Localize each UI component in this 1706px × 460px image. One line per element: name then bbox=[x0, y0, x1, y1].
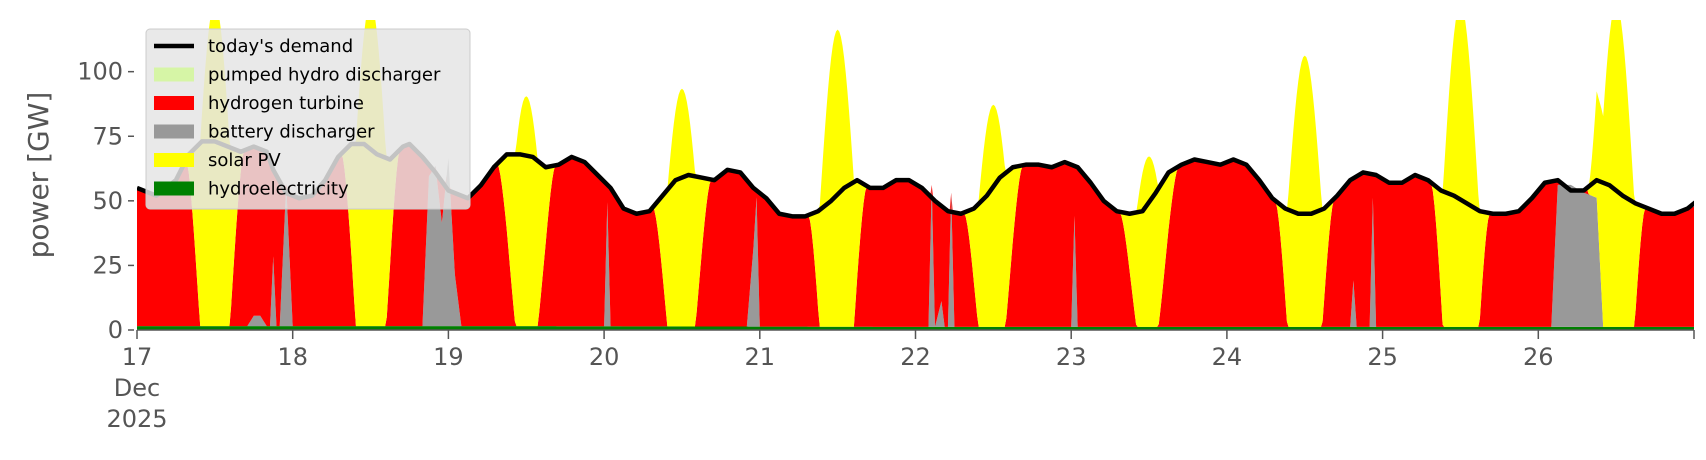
x-tick-sublabel: 2025 bbox=[106, 405, 167, 433]
y-tick-label: 25 bbox=[92, 251, 123, 279]
area-hydroelectricity bbox=[137, 326, 1694, 330]
y-axis-label: power [GW] bbox=[22, 92, 55, 259]
area-hydrogen-turbine bbox=[137, 144, 1694, 327]
x-tick-label: 23 bbox=[1056, 343, 1087, 371]
legend-label: solar PV bbox=[208, 150, 281, 171]
x-tick-sublabel: Dec bbox=[114, 374, 160, 402]
legend-label: hydrogen turbine bbox=[208, 93, 364, 114]
legend-label: today's demand bbox=[208, 36, 353, 57]
legend-label: pumped hydro discharger bbox=[208, 65, 441, 86]
x-tick-label: 26 bbox=[1523, 343, 1554, 371]
x-tick-label: 24 bbox=[1212, 343, 1243, 371]
x-tick-label: 22 bbox=[900, 343, 931, 371]
x-tick-label: 20 bbox=[589, 343, 620, 371]
x-tick-label: 18 bbox=[277, 343, 308, 371]
x-tick-label: 19 bbox=[433, 343, 464, 371]
axes: 0 25 50 75 100 17 Dec 2025 18 19 20 21 22 23 24 25 26 bbox=[77, 58, 1695, 433]
legend: today's demand pumped hydro discharger hyd… bbox=[145, 28, 471, 210]
x-tick-label: 21 bbox=[745, 343, 776, 371]
stacked-areas bbox=[137, 20, 1694, 330]
legend-swatch bbox=[154, 153, 194, 167]
area-solar-pv bbox=[137, 20, 1694, 327]
legend-swatch bbox=[154, 67, 194, 82]
legend-label: battery discharger bbox=[208, 122, 375, 143]
legend-box bbox=[145, 28, 471, 210]
x-tick-label: 25 bbox=[1367, 343, 1398, 371]
legend-swatch bbox=[154, 181, 194, 196]
y-tick-label: 75 bbox=[92, 122, 123, 150]
legend-swatch bbox=[154, 96, 194, 110]
x-tick-label: 17 bbox=[122, 343, 153, 371]
area-battery-discharger bbox=[137, 158, 1694, 327]
legend-swatch bbox=[154, 124, 194, 139]
legend-label: hydroelectricity bbox=[208, 179, 349, 200]
y-tick-label: 50 bbox=[92, 187, 123, 215]
y-tick-label: 0 bbox=[108, 316, 123, 344]
y-tick-label: 100 bbox=[77, 58, 123, 86]
